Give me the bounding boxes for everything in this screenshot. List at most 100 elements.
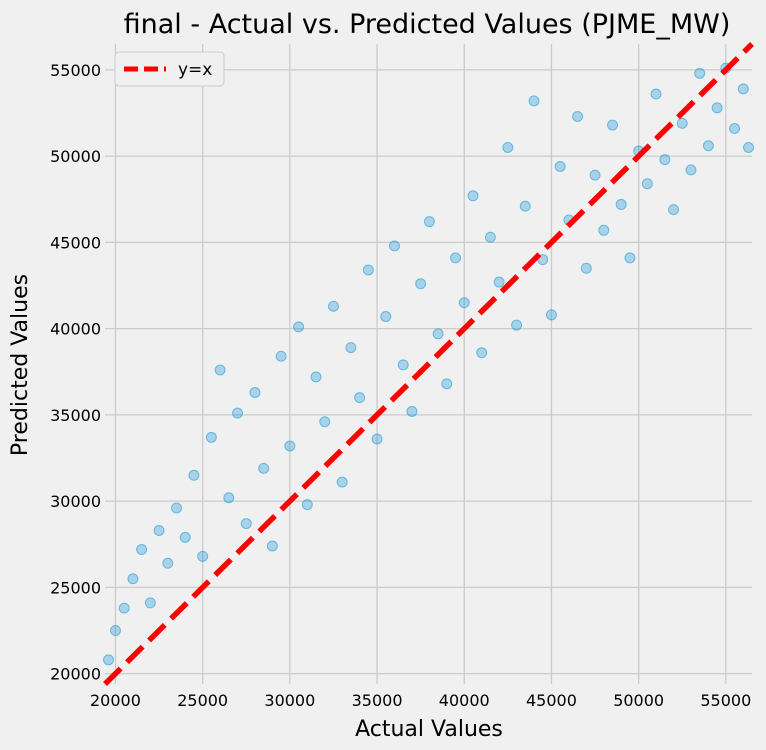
y-axis-title: Predicted Values	[8, 274, 33, 456]
scatter-point	[275, 350, 287, 362]
scatter-point	[109, 625, 121, 637]
scatter-point	[301, 499, 313, 511]
scatter-point	[354, 392, 366, 404]
y-equals-x-line	[103, 42, 754, 686]
scatter-point	[711, 102, 723, 114]
scatter-point	[589, 169, 601, 181]
scatter-point	[327, 300, 339, 312]
scatter-point	[380, 311, 392, 323]
scatter-point	[737, 83, 749, 95]
scatter-point	[127, 573, 139, 585]
scatter-point	[162, 557, 174, 569]
scatter-point	[188, 469, 200, 481]
scatter-point	[432, 328, 444, 340]
x-tick-labels: 20000 25000 30000 35000 40000 45000 50000 55000	[90, 691, 751, 710]
grid-lines	[105, 44, 752, 684]
scatter-points	[102, 62, 755, 666]
scatter-point	[171, 502, 183, 514]
scatter-point	[519, 200, 531, 212]
scatter-point	[136, 543, 148, 555]
y-tick-labels: 20000 25000 30000 35000 40000 45000 50000 55000	[50, 61, 101, 684]
x-tick-label: 50000	[613, 691, 664, 710]
scatter-point	[545, 309, 557, 321]
legend-box	[114, 51, 225, 87]
x-tick-label: 45000	[526, 691, 577, 710]
scatter-point	[310, 371, 322, 383]
scatter-point	[554, 160, 566, 172]
scatter-point	[685, 164, 697, 176]
scatter-point	[650, 88, 662, 100]
scatter-point	[144, 597, 156, 609]
x-tick-label: 20000	[90, 691, 141, 710]
scatter-point	[371, 433, 383, 445]
scatter-point	[606, 119, 618, 131]
scatter-point	[598, 224, 610, 236]
scatter-point	[197, 550, 209, 562]
x-axis-title: Actual Values	[355, 717, 503, 742]
scatter-point	[118, 602, 130, 614]
y-tick-label: 55000	[50, 61, 101, 80]
x-tick-label: 35000	[352, 691, 403, 710]
y-tick-label: 25000	[50, 578, 101, 597]
scatter-point	[388, 240, 400, 252]
scatter-point	[232, 407, 244, 419]
scatter-point	[743, 142, 755, 154]
y-tick-label: 20000	[50, 665, 101, 684]
scatter-point	[249, 386, 261, 398]
scatter-point	[659, 154, 671, 166]
scatter-point	[179, 531, 191, 543]
scatter-point	[702, 140, 714, 152]
scatter-point	[362, 264, 374, 276]
scatter-point	[694, 67, 706, 79]
y-tick-label: 50000	[50, 147, 101, 166]
scatter-point	[458, 297, 470, 309]
scatter-point	[258, 462, 270, 474]
scatter-point	[467, 190, 479, 202]
x-tick-label: 40000	[439, 691, 490, 710]
x-tick-label: 25000	[177, 691, 228, 710]
scatter-point	[624, 252, 636, 264]
scatter-point	[641, 178, 653, 190]
scatter-point	[240, 518, 252, 530]
chart-title: final - Actual vs. Predicted Values (PJM…	[124, 9, 731, 40]
scatter-point	[205, 431, 217, 443]
scatter-point	[336, 476, 348, 488]
scatter-point	[102, 654, 114, 666]
scatter-point	[572, 110, 584, 122]
legend-label: y=x	[178, 60, 212, 80]
scatter-point	[223, 492, 235, 504]
scatter-point	[441, 378, 453, 390]
legend: y=x	[114, 51, 225, 87]
scatter-point	[476, 347, 488, 359]
scatter-point	[450, 252, 462, 264]
scatter-point	[397, 359, 409, 371]
reference-line	[103, 42, 754, 686]
y-tick-label: 40000	[50, 320, 101, 339]
scatter-point	[484, 231, 496, 243]
y-tick-label: 45000	[50, 233, 101, 252]
scatter-point	[415, 278, 427, 290]
y-tick-label: 30000	[50, 492, 101, 511]
scatter-point	[493, 276, 505, 288]
scatter-point	[511, 319, 523, 331]
scatter-point	[580, 262, 592, 274]
scatter-point	[676, 117, 688, 129]
scatter-point	[729, 123, 741, 135]
scatter-point	[615, 198, 627, 210]
x-tick-label: 55000	[700, 691, 751, 710]
scatter-point	[423, 216, 435, 228]
scatter-point	[502, 142, 514, 154]
scatter-point	[528, 95, 540, 107]
scatter-point	[319, 416, 331, 428]
scatter-point	[214, 364, 226, 376]
scatter-point	[293, 321, 305, 333]
y-tick-label: 35000	[50, 406, 101, 425]
scatter-point	[406, 405, 418, 417]
x-tick-label: 30000	[264, 691, 315, 710]
scatter-point	[266, 540, 278, 552]
scatter-point	[668, 204, 680, 216]
scatter-point	[284, 440, 296, 452]
scatter-point	[345, 342, 357, 354]
scatter-point	[153, 524, 165, 536]
